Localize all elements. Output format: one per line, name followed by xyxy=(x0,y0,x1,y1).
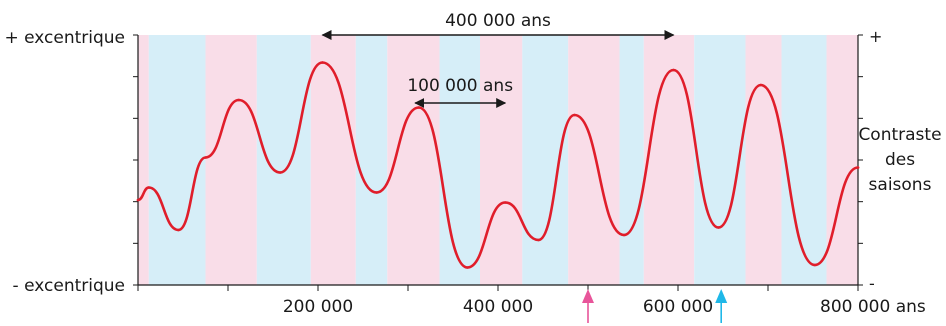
span-label-1: 100 000 ans xyxy=(407,76,513,96)
y-right-title-line-2: saisons xyxy=(869,175,932,195)
series xyxy=(136,61,860,269)
band-pink-0 xyxy=(138,35,149,285)
series-point-6 xyxy=(321,61,324,64)
series-point-18 xyxy=(856,166,860,169)
series-point-0 xyxy=(136,198,140,202)
series-point-8 xyxy=(417,106,421,109)
band-pink-16 xyxy=(826,35,858,285)
series-point-9 xyxy=(466,266,469,269)
band-pink-14 xyxy=(745,35,782,285)
marker-arrow-head-1 xyxy=(715,289,728,303)
series-point-7 xyxy=(375,191,378,194)
x-tick-label-1: 400 000 xyxy=(463,297,533,317)
series-point-2 xyxy=(177,228,180,232)
band-blue-9 xyxy=(522,35,569,285)
band-blue-11 xyxy=(619,35,644,285)
x-tick-label-2: 600 000 xyxy=(643,297,713,317)
band-pink-2 xyxy=(205,35,257,285)
y-left-top-label: + excentrique xyxy=(4,28,125,48)
series-point-17 xyxy=(813,263,817,267)
span-label-0: 400 000 ans xyxy=(445,11,551,31)
marker-arrow-head-0 xyxy=(582,289,594,303)
x-tick-label-0: 200 000 xyxy=(283,297,353,317)
series-point-5 xyxy=(278,171,282,174)
labels: + excentrique - excentrique + - Contraste des… xyxy=(4,27,941,317)
band-blue-7 xyxy=(439,35,480,285)
annotations: 400 000 ans 100 000 ans xyxy=(321,11,728,323)
y-right-title-line-1: des xyxy=(885,150,915,170)
band-pink-4 xyxy=(310,35,356,285)
band-blue-3 xyxy=(256,35,311,285)
series-point-10 xyxy=(503,201,507,204)
series-point-11 xyxy=(537,238,540,242)
series-point-13 xyxy=(622,233,626,237)
y-right-top-label: + xyxy=(869,27,882,46)
series-point-12 xyxy=(573,113,576,117)
band-blue-15 xyxy=(781,35,827,285)
series-point-16 xyxy=(759,83,763,87)
series-point-4 xyxy=(237,98,241,102)
y-right-bottom-label: - xyxy=(869,274,875,293)
band-pink-8 xyxy=(480,35,523,285)
series-point-14 xyxy=(672,68,675,72)
series-point-15 xyxy=(717,226,720,229)
series-point-3 xyxy=(204,156,207,159)
y-right-title-line-0: Contraste xyxy=(858,125,941,145)
x-tick-label-3: 800 000 ans xyxy=(820,297,926,317)
band-pink-12 xyxy=(643,35,695,285)
band-blue-13 xyxy=(694,35,746,285)
band-blue-5 xyxy=(355,35,388,285)
series-point-1 xyxy=(147,186,151,189)
background-bands xyxy=(138,35,858,285)
ticks xyxy=(133,34,863,291)
band-pink-10 xyxy=(568,35,620,285)
y-left-bottom-label: - excentrique xyxy=(13,276,125,296)
band-blue-1 xyxy=(148,35,206,285)
series-line-0 xyxy=(136,61,860,269)
